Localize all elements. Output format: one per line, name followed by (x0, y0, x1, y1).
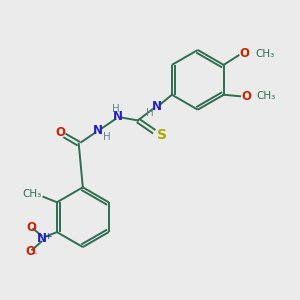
Text: H: H (112, 104, 120, 114)
Text: H: H (103, 132, 110, 142)
Text: H: H (146, 108, 154, 118)
Text: S: S (157, 128, 167, 142)
Text: N: N (93, 124, 103, 137)
Text: CH₃: CH₃ (23, 189, 42, 199)
Text: O: O (27, 221, 37, 234)
Text: ⁻: ⁻ (32, 252, 37, 262)
Text: CH₃: CH₃ (256, 91, 276, 101)
Text: CH₃: CH₃ (255, 49, 274, 58)
Text: N: N (36, 232, 46, 245)
Text: N: N (112, 110, 123, 123)
Text: O: O (25, 245, 35, 258)
Text: +: + (44, 232, 52, 241)
Text: O: O (241, 90, 251, 103)
Text: N: N (152, 100, 161, 112)
Text: O: O (55, 126, 65, 139)
Text: O: O (239, 47, 250, 60)
